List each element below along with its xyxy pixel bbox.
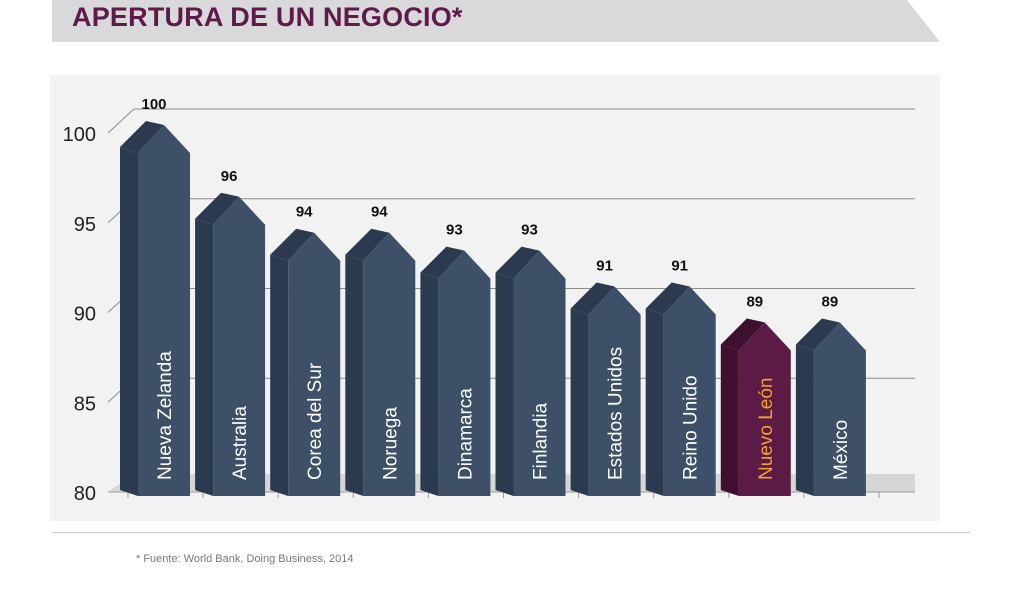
category-label: Nueva Zelanda [155, 351, 176, 480]
bar: 93 Finlandia [495, 222, 566, 496]
bar-front-face [438, 250, 491, 496]
source-note: * Fuente: World Bank, Doing Business, 20… [136, 553, 354, 565]
bar: 94 Noruega [345, 204, 416, 496]
header-band [52, 0, 940, 42]
bar-chart: 80 85 90 95 100 100 Nueva Zelanda 96 Australia 94… [63, 96, 915, 505]
bar-roof-side [195, 192, 240, 225]
bar-side-face [345, 254, 364, 496]
bar-front-face [738, 322, 791, 496]
data-label: 94 [371, 204, 388, 221]
data-label: 93 [446, 222, 463, 239]
bar-front-face [138, 125, 190, 496]
category-label: Dinamarca [455, 388, 476, 480]
category-label: Australia [230, 406, 251, 480]
bar-side-face [720, 344, 739, 496]
bar-roof-side [645, 282, 690, 315]
bar: 93 Dinamarca [420, 222, 491, 496]
category-label: Estados Unidos [606, 347, 627, 480]
bar-side-face [495, 272, 514, 496]
chart-panel: 80 85 90 95 100 100 Nueva Zelanda 96 Australia 94… [50, 75, 940, 521]
bar-side-face [120, 147, 138, 496]
bar-front-face [588, 286, 641, 496]
bar: 89 Nuevo León [720, 293, 791, 496]
category-label: México [831, 420, 852, 480]
y-tick-label: 80 [74, 483, 96, 505]
bar-front-face [288, 232, 341, 496]
bar: 91 Reino Unido [645, 258, 716, 496]
bar-front-face [513, 250, 566, 496]
gridline [107, 108, 915, 134]
data-label: 96 [221, 168, 238, 185]
bar-side-face [195, 218, 214, 497]
y-tick-label: 95 [74, 214, 96, 236]
data-label: 100 [141, 96, 166, 113]
category-label: Corea del Sur [305, 362, 326, 480]
bar: 89 México [795, 293, 866, 496]
bar-side-face [570, 308, 589, 496]
y-tick-label: 90 [74, 304, 96, 326]
bar-roof-side [345, 228, 390, 261]
category-label: Noruega [380, 407, 401, 480]
bar-roof-side [495, 246, 540, 279]
bar-side-face [420, 272, 439, 496]
bar: 100 Nueva Zelanda [120, 96, 190, 496]
bar-roof-side [570, 282, 615, 315]
bar-side-face [795, 344, 814, 496]
data-label: 89 [746, 293, 763, 310]
data-label: 94 [296, 204, 313, 221]
bar-roof-side [795, 318, 840, 351]
bar-roof-side [720, 318, 765, 351]
bar: 91 Estados Unidos [570, 258, 641, 496]
footer-divider [52, 532, 970, 533]
bar-front-face [213, 196, 266, 497]
bar-roof-side [420, 246, 465, 279]
bar-roof-side [120, 121, 164, 153]
y-tick-label: 100 [63, 124, 96, 146]
category-label: Finlandia [531, 402, 552, 480]
bar-front-face [663, 286, 716, 496]
page-title: APERTURA DE UN NEGOCIO* [72, 2, 463, 32]
data-label: 89 [822, 293, 839, 310]
data-label: 93 [521, 222, 538, 239]
category-label: Reino Unido [681, 375, 702, 480]
data-label: 91 [671, 258, 688, 275]
bar: 94 Corea del Sur [270, 204, 341, 496]
category-label: Nuevo León [756, 378, 777, 480]
y-tick-label: 85 [74, 393, 96, 415]
bar-side-face [270, 254, 289, 496]
bar-side-face [645, 308, 664, 496]
bar-front-face [363, 232, 416, 496]
bar-front-face [813, 322, 866, 496]
bar: 96 Australia [195, 168, 266, 497]
bar-roof-side [270, 228, 315, 261]
data-label: 91 [596, 258, 613, 275]
